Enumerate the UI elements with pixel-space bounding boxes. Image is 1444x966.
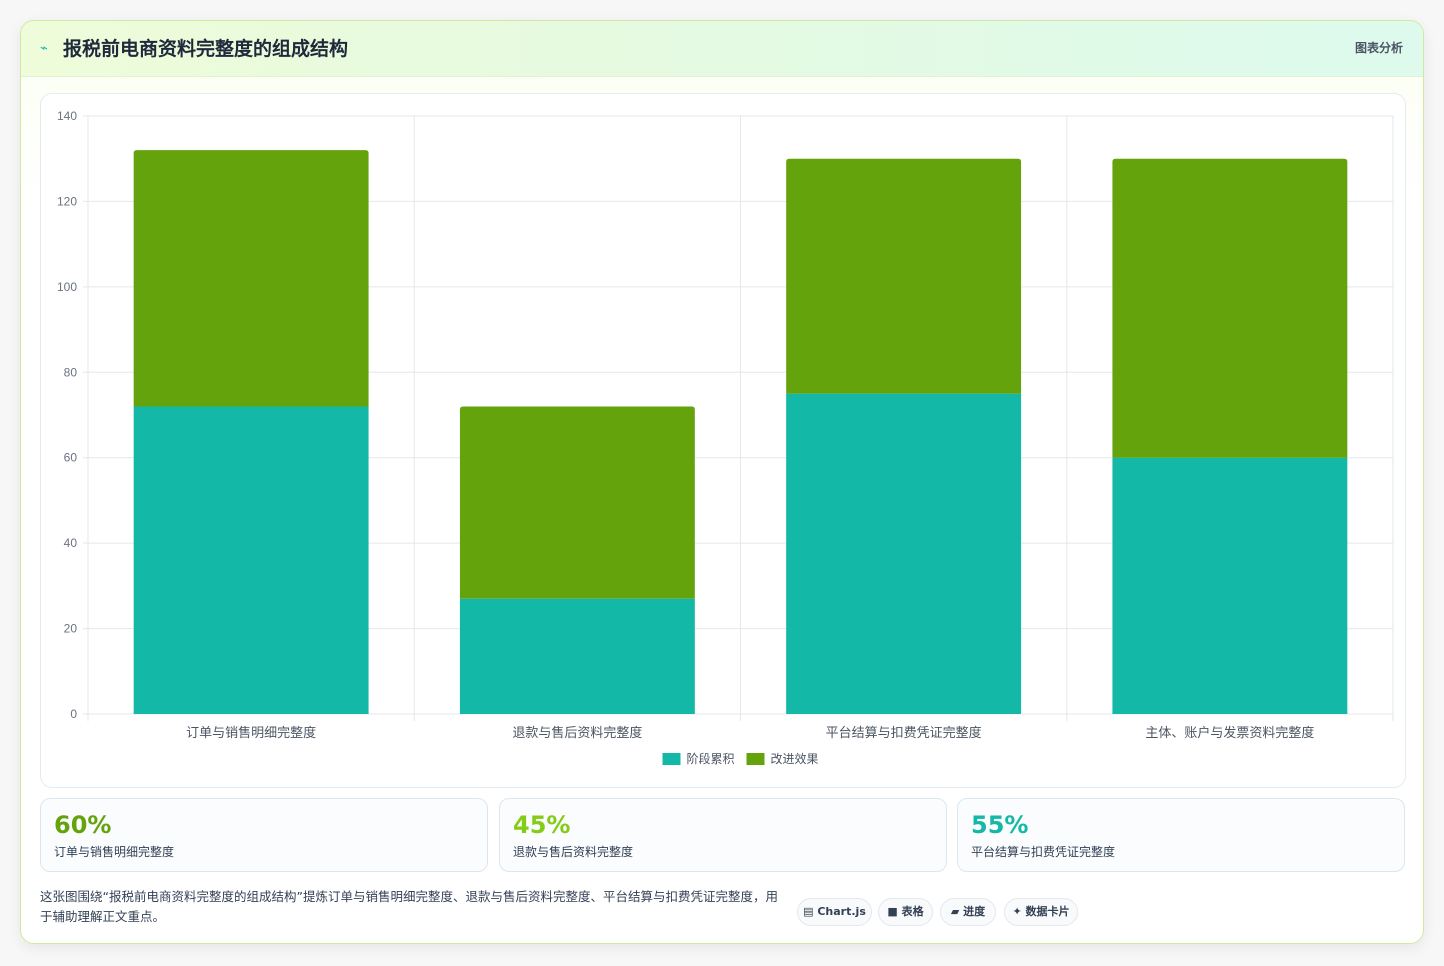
- bar-segment: [133, 150, 369, 407]
- y-tick-label: 80: [64, 365, 78, 379]
- stat-label: 订单与销售明细完整度: [54, 845, 175, 859]
- bar-segment: [786, 158, 1022, 394]
- legend-swatch: [662, 753, 681, 765]
- y-tick-label: 140: [57, 109, 77, 123]
- chart-analysis-link[interactable]: 图表分析: [1354, 41, 1403, 55]
- bar-segment: [459, 406, 695, 599]
- tag-table[interactable]: ■ 表格: [878, 898, 933, 926]
- table-icon: ■: [887, 905, 898, 918]
- bar-segment: [1112, 158, 1348, 458]
- bar-segment: [133, 406, 369, 714]
- legend-swatch: [746, 753, 765, 765]
- bar-segment: [459, 598, 695, 714]
- chart-panel: 0 20 40 60 80 100 120 140 订单与销售明细完整度 退款与售后资料完整度 平台…: [40, 93, 1406, 788]
- x-tick-label: 订单与销售明细完整度: [186, 725, 316, 741]
- chart-icon: ▤: [803, 905, 814, 918]
- stat-card: 45% 退款与售后资料完整度: [499, 798, 947, 872]
- x-tick-label: 主体、账户与发票资料完整度: [1145, 725, 1314, 741]
- card-icon: ✦: [1012, 905, 1022, 918]
- legend-label: 改进效果: [771, 751, 819, 766]
- progress-icon: ▰: [950, 905, 960, 918]
- stat-value: 55%: [971, 811, 1029, 839]
- stat-label: 退款与售后资料完整度: [513, 845, 634, 859]
- tag-label: 表格: [901, 905, 924, 918]
- chart-description: 这张图围绕“报税前电商资料完整度的组成结构”提炼订单与销售明细完整度、退款与售后…: [40, 889, 778, 924]
- stat-value: 45%: [513, 811, 571, 839]
- tag-progress[interactable]: ▰ 进度: [940, 898, 996, 926]
- stat-label: 平台结算与扣费凭证完整度: [971, 845, 1116, 859]
- stacked-bar-chart: 0 20 40 60 80 100 120 140 订单与销售明细完整度 退款与售后资料完整度 平台…: [57, 109, 1394, 766]
- stat-card: 60% 订单与销售明细完整度: [40, 798, 488, 872]
- trend-icon: ⌁: [40, 41, 48, 56]
- tag-data-card[interactable]: ✦ 数据卡片: [1004, 898, 1078, 926]
- y-tick-label: 20: [64, 622, 78, 636]
- stat-card: 55% 平台结算与扣费凭证完整度: [957, 798, 1405, 872]
- x-tick-label: 平台结算与扣费凭证完整度: [826, 725, 982, 741]
- bar-segment: [786, 393, 1022, 714]
- y-tick-label: 40: [64, 536, 78, 550]
- tag-chartjs[interactable]: ▤ Chart.js: [797, 898, 872, 926]
- chart-card: ⌁ 报税前电商资料完整度的组成结构 图表分析 0 20 40 60 80 100 120 14…: [20, 20, 1424, 944]
- x-tick-label: 退款与售后资料完整度: [512, 725, 642, 741]
- card-header: ⌁ 报税前电商资料完整度的组成结构 图表分析: [21, 21, 1423, 77]
- y-tick-label: 0: [70, 707, 77, 721]
- tag-label: 进度: [963, 905, 986, 918]
- y-tick-label: 120: [57, 194, 77, 208]
- chart-title: 报税前电商资料完整度的组成结构: [63, 38, 349, 60]
- y-tick-label: 100: [57, 280, 77, 294]
- tag-label: 数据卡片: [1025, 905, 1070, 918]
- stat-value: 60%: [54, 811, 112, 839]
- bar-segment: [1112, 457, 1348, 714]
- tag-label: Chart.js: [817, 905, 866, 918]
- legend-label: 阶段累积: [687, 751, 735, 766]
- y-tick-label: 60: [64, 451, 78, 465]
